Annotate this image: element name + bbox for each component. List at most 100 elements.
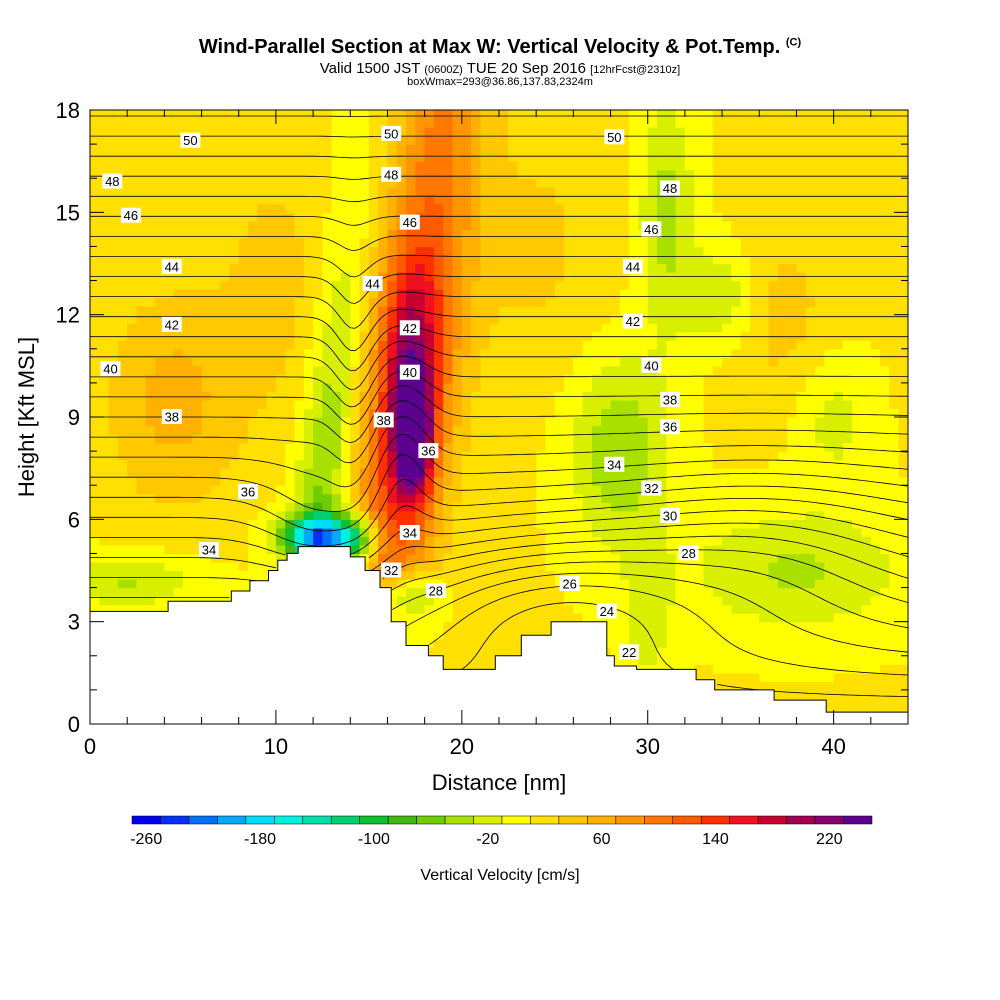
velocity-cell — [387, 630, 444, 640]
velocity-cell — [480, 263, 565, 273]
velocity-cell — [796, 408, 825, 418]
velocity-cell — [880, 587, 908, 597]
velocity-cell — [443, 561, 547, 572]
isentrope-label: 50 — [183, 133, 197, 148]
velocity-cell — [108, 408, 147, 418]
velocity-cell — [703, 544, 881, 555]
isentrope-label: 46 — [403, 215, 417, 230]
velocity-cell — [90, 570, 184, 580]
velocity-cell — [350, 476, 361, 486]
velocity-cell — [238, 237, 305, 248]
velocity-cell — [415, 527, 426, 537]
isentrope-label: 48 — [384, 167, 398, 182]
velocity-cell — [248, 553, 277, 563]
velocity-cell — [573, 434, 593, 444]
x-tick-label: 40 — [821, 734, 845, 759]
isentrope-label-bg — [596, 603, 617, 619]
velocity-cell — [712, 254, 751, 265]
colorbar-swatch — [615, 815, 645, 825]
velocity-cell — [415, 323, 426, 333]
velocity-cell — [424, 314, 435, 324]
velocity-cell — [545, 561, 621, 572]
velocity-cell — [675, 263, 732, 273]
velocity-cell — [331, 476, 342, 486]
velocity-cell — [471, 220, 482, 230]
velocity-cell — [443, 527, 454, 537]
velocity-cell — [415, 348, 426, 358]
isentrope-label: 38 — [165, 410, 179, 425]
velocity-cell — [331, 135, 370, 145]
velocity-cell — [471, 152, 482, 162]
velocity-cell — [90, 152, 333, 162]
velocity-cell — [285, 502, 296, 512]
velocity-cell — [396, 391, 426, 401]
velocity-cell — [313, 519, 333, 529]
velocity-cell — [378, 553, 407, 563]
velocity-cell — [666, 459, 714, 469]
velocity-cell — [443, 519, 454, 529]
velocity-cell — [573, 476, 593, 486]
velocity-cell — [359, 289, 370, 299]
velocity-cell — [331, 382, 351, 393]
velocity-cell — [387, 587, 407, 597]
velocity-cell — [368, 212, 379, 222]
velocity-cell — [90, 434, 119, 444]
velocity-cell — [666, 630, 908, 640]
velocity-cell — [285, 468, 296, 478]
velocity-cell — [322, 502, 333, 512]
colorbar-swatch — [330, 815, 360, 825]
x-tick-label: 20 — [450, 734, 474, 759]
velocity-cell — [331, 485, 342, 495]
velocity-cell — [424, 306, 435, 316]
velocity-cell — [666, 382, 705, 393]
velocity-cell — [90, 263, 231, 273]
isentrope-label: 22 — [622, 645, 636, 660]
colorbar-swatch — [843, 815, 873, 825]
velocity-cell — [443, 229, 454, 239]
velocity-cell — [313, 417, 342, 427]
velocity-cell — [387, 161, 398, 171]
velocity-cell — [582, 510, 667, 520]
velocity-cell — [406, 195, 426, 205]
velocity-cell — [452, 306, 463, 316]
velocity-cell — [127, 468, 221, 478]
velocity-cell — [378, 579, 398, 589]
velocity-cell — [712, 178, 908, 188]
velocity-cell — [90, 579, 119, 589]
velocity-cell — [396, 442, 426, 452]
velocity-cell — [461, 237, 482, 248]
velocity-cell — [238, 254, 305, 265]
velocity-cell — [424, 536, 435, 546]
velocity-cell — [647, 246, 658, 256]
velocity-cell — [90, 314, 138, 324]
velocity-cell — [666, 399, 705, 410]
velocity-cell — [564, 203, 630, 213]
velocity-cell — [564, 254, 630, 265]
velocity-cell — [396, 459, 426, 469]
velocity-cell — [638, 655, 658, 665]
velocity-cell — [406, 272, 426, 282]
velocity-cell — [294, 229, 323, 239]
velocity-cell — [461, 289, 472, 299]
velocity-cell — [136, 314, 296, 324]
velocity-cell — [461, 323, 472, 333]
velocity-cell — [433, 263, 444, 273]
velocity-cell — [480, 246, 565, 256]
velocity-cell — [294, 417, 305, 427]
isentrope-line — [405, 572, 908, 653]
colorbar-swatch — [700, 815, 730, 825]
velocity-cell — [368, 297, 379, 307]
velocity-cell — [368, 357, 379, 367]
velocity-cell — [629, 596, 677, 606]
velocity-cell — [201, 399, 268, 410]
velocity-cell — [387, 536, 398, 546]
velocity-cell — [684, 152, 714, 162]
velocity-cell — [155, 297, 296, 307]
velocity-cell — [703, 374, 807, 384]
velocity-cell — [796, 399, 825, 410]
velocity-cell — [424, 195, 435, 205]
velocity-cell — [694, 178, 714, 188]
velocity-cell — [712, 161, 908, 171]
isentrope-label-bg — [622, 258, 643, 274]
